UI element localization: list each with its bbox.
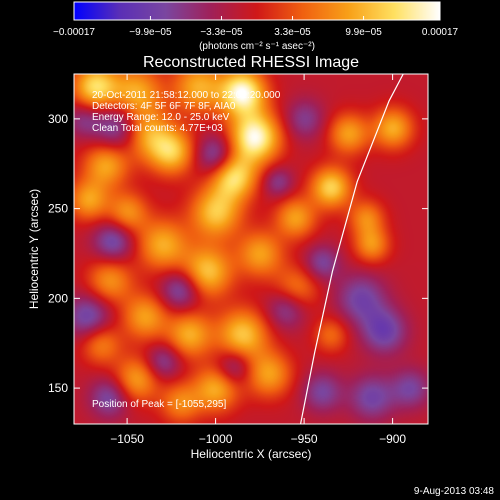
y-tick-label: 150 <box>48 381 68 395</box>
y-tick-label: 250 <box>48 202 68 216</box>
colorbar-tick-label: 0.00017 <box>422 27 459 38</box>
x-axis-ticks: −1050 −1000 −950 −900 <box>110 74 406 446</box>
colorbar-ticks: −0.00017 −9.9e−05 −3.3e−05 3.3e−05 9.9e−05 0.… <box>53 16 459 38</box>
chart-title: Reconstructed RHESSI Image <box>143 54 359 71</box>
y-axis-ticks: 150 200 250 300 <box>48 112 428 395</box>
x-tick-label: −900 <box>379 432 406 446</box>
colorbar-tick-label: 9.9e−05 <box>345 27 382 38</box>
annotation-block: 20-Oct-2011 21:58:12.000 to 22:01:20.000… <box>92 90 281 134</box>
annotation-energy-range: Energy Range: 12.0 - 25.0 keV <box>92 112 230 123</box>
y-tick-label: 200 <box>48 291 68 305</box>
solar-limb-curve <box>299 74 404 424</box>
y-tick-label: 300 <box>48 112 68 126</box>
colorbar-tick-label: −3.3e−05 <box>200 27 243 38</box>
colorbar-tick-label: −0.00017 <box>53 27 95 38</box>
colorbar-tick-label: 3.3e−05 <box>274 27 311 38</box>
colorbar-strip <box>73 1 441 21</box>
annotation-clean-counts: Clean Total counts: 4.77E+03 <box>92 123 223 134</box>
plot-frame <box>73 73 429 425</box>
heatmap-image <box>74 74 428 424</box>
annotation-detectors: Detectors: 4F 5F 6F 7F 8F, AIA0 <box>92 101 236 112</box>
peak-position-label: Position of Peak = [-1055,295] <box>92 399 226 410</box>
x-tick-label: −1050 <box>110 432 144 446</box>
annotation-time-range: 20-Oct-2011 21:58:12.000 to 22:01:20.000 <box>92 90 281 101</box>
colorbar-unit-label: (photons cm⁻² s⁻¹ asec⁻²) <box>199 41 315 52</box>
colorbar-tick-label: −9.9e−05 <box>129 27 172 38</box>
footer-date: 9-Aug-2013 03:48 <box>414 486 495 497</box>
x-tick-label: −950 <box>291 432 318 446</box>
colorbar: −0.00017 −9.9e−05 −3.3e−05 3.3e−05 9.9e−05 0.… <box>53 1 459 52</box>
plot-area: −1050 −1000 −950 −900 150 200 250 300 20-Oct-2… <box>48 73 429 446</box>
y-axis-label: Heliocentric Y (arcsec) <box>27 189 41 309</box>
x-tick-label: −1000 <box>199 432 233 446</box>
x-axis-label: Heliocentric X (arcsec) <box>191 447 312 461</box>
